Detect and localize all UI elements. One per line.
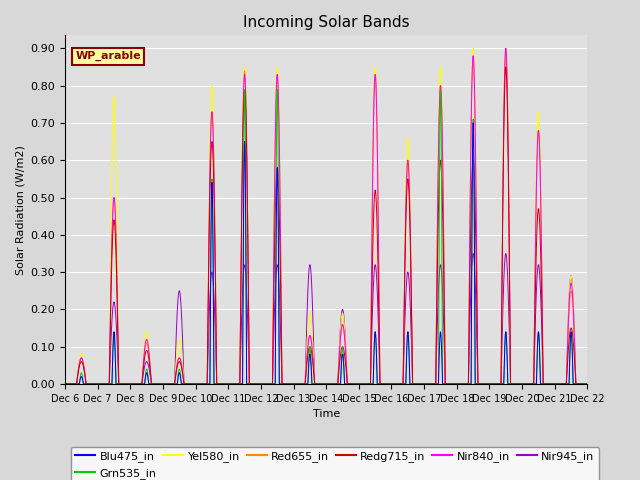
Line: Grn535_in: Grn535_in (65, 89, 588, 384)
Blu475_in (170, 381, 177, 387)
Redg715_in (469, 157, 477, 163)
Red655_in (495, 381, 502, 387)
Grn535_in (346, 381, 353, 387)
Nir945_in (469, 251, 477, 256)
Nir840_in (61, 381, 69, 387)
Nir945_in (61, 381, 69, 387)
Grn535_in (509, 381, 516, 387)
Redg715_in (170, 381, 177, 387)
Nir945_in (170, 381, 177, 387)
Red655_in (509, 381, 516, 387)
Red655_in (61, 381, 69, 387)
Redg715_in (61, 381, 69, 387)
Red655_in (373, 139, 381, 145)
Nir840_in (373, 139, 381, 145)
Yel580_in (346, 381, 353, 387)
Yel580_in (584, 381, 591, 387)
Redg715_in (495, 381, 502, 387)
Title: Incoming Solar Bands: Incoming Solar Bands (243, 15, 410, 30)
Blu475_in (584, 381, 591, 387)
Redg715_in (502, 64, 509, 70)
Nir945_in (373, 288, 381, 294)
Nir840_in (495, 381, 502, 387)
Grn535_in (170, 381, 177, 387)
Text: WP_arable: WP_arable (76, 51, 141, 61)
Yel580_in (495, 381, 502, 387)
Blu475_in (509, 381, 516, 387)
Red655_in (469, 53, 477, 59)
Redg715_in (346, 381, 353, 387)
Line: Nir945_in: Nir945_in (65, 253, 588, 384)
Blu475_in (61, 381, 69, 387)
Blu475_in (469, 120, 477, 126)
Red655_in (170, 381, 177, 387)
Nir945_in (495, 381, 502, 387)
Red655_in (502, 46, 509, 51)
Nir945_in (584, 381, 591, 387)
Grn535_in (61, 381, 69, 387)
Nir840_in (509, 381, 516, 387)
Nir840_in (469, 53, 477, 59)
Yel580_in (170, 381, 177, 387)
Line: Blu475_in: Blu475_in (65, 123, 588, 384)
Yel580_in (61, 381, 69, 387)
Grn535_in (495, 381, 502, 387)
Nir840_in (584, 381, 591, 387)
Yel580_in (509, 381, 516, 387)
Grn535_in (374, 381, 381, 387)
Nir840_in (502, 46, 509, 51)
Nir945_in (346, 381, 353, 387)
Grn535_in (241, 86, 248, 92)
Nir945_in (469, 251, 477, 256)
Blu475_in (469, 121, 477, 127)
Redg715_in (584, 381, 591, 387)
Legend: Blu475_in, Grn535_in, Yel580_in, Red655_in, Redg715_in, Nir840_in, Nir945_in: Blu475_in, Grn535_in, Yel580_in, Red655_… (70, 447, 599, 480)
Redg715_in (373, 229, 381, 235)
Blu475_in (346, 381, 353, 387)
Red655_in (346, 381, 353, 387)
Yel580_in (469, 46, 477, 51)
Nir840_in (346, 381, 353, 387)
Blu475_in (373, 381, 381, 387)
Red655_in (584, 381, 591, 387)
Y-axis label: Solar Radiation (W/m2): Solar Radiation (W/m2) (15, 145, 25, 275)
Line: Redg715_in: Redg715_in (65, 67, 588, 384)
Line: Red655_in: Red655_in (65, 48, 588, 384)
Grn535_in (584, 381, 591, 387)
X-axis label: Time: Time (312, 409, 340, 419)
Nir945_in (509, 381, 516, 387)
Redg715_in (509, 381, 516, 387)
Blu475_in (495, 381, 502, 387)
Yel580_in (469, 46, 477, 51)
Grn535_in (469, 118, 477, 123)
Line: Yel580_in: Yel580_in (65, 48, 588, 384)
Nir840_in (170, 381, 177, 387)
Line: Nir840_in: Nir840_in (65, 48, 588, 384)
Yel580_in (373, 133, 381, 139)
